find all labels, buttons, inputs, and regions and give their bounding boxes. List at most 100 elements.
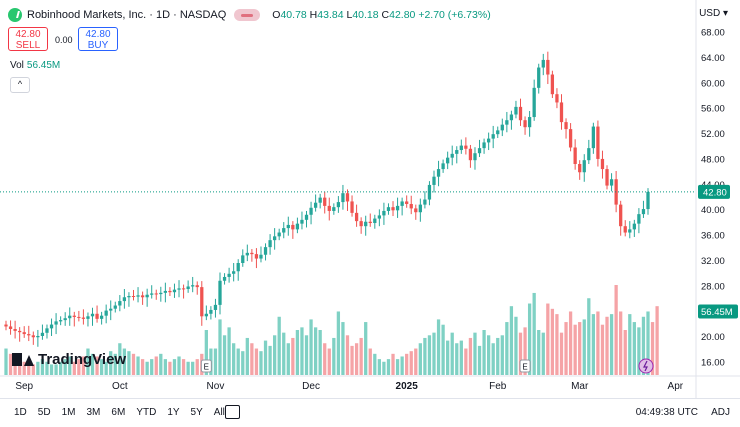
candle bbox=[282, 228, 286, 233]
tradingview-logo[interactable]: TradingView bbox=[12, 351, 126, 368]
collapse-legend-button[interactable]: ^ bbox=[10, 77, 30, 93]
volume-bar bbox=[77, 359, 81, 375]
calendar-icon[interactable] bbox=[225, 405, 240, 419]
close-label: C bbox=[381, 9, 390, 21]
volume-bar bbox=[245, 337, 249, 375]
volume-bar bbox=[491, 343, 495, 375]
candle bbox=[336, 202, 341, 208]
candle bbox=[127, 296, 131, 298]
clock-readout: 04:49:38 UTC bbox=[635, 407, 698, 418]
volume-bar bbox=[150, 359, 154, 375]
volume-bar bbox=[313, 327, 318, 375]
timeframe-all[interactable]: All bbox=[213, 407, 225, 418]
volume-bar bbox=[573, 324, 577, 375]
candle bbox=[291, 224, 295, 230]
volume-bar bbox=[364, 322, 368, 375]
volume-bar bbox=[300, 327, 304, 375]
candle bbox=[527, 117, 532, 128]
candle bbox=[436, 169, 441, 177]
candle bbox=[459, 145, 463, 151]
candle bbox=[395, 205, 400, 211]
volume-bar bbox=[587, 298, 591, 375]
timeframe-5d[interactable]: 5D bbox=[37, 407, 51, 418]
sell-button[interactable]: 42.80 SELL bbox=[8, 27, 48, 51]
volume-bar bbox=[446, 340, 450, 375]
candle bbox=[22, 332, 26, 335]
volume-bar bbox=[628, 314, 632, 375]
volume-bar bbox=[537, 330, 541, 375]
y-tick-label: 16.00 bbox=[701, 358, 725, 369]
adjust-button[interactable]: ADJ bbox=[711, 407, 730, 418]
volume-bar bbox=[436, 319, 441, 375]
timeframe-1y[interactable]: 1Y bbox=[167, 407, 180, 418]
candle bbox=[405, 201, 409, 204]
last-price-label: 42.80 bbox=[703, 187, 727, 198]
x-tick-label: Oct bbox=[112, 381, 128, 392]
candle bbox=[40, 332, 45, 336]
price-chart[interactable]: 16.0020.0024.0028.0032.0036.0040.0044.00… bbox=[0, 0, 740, 398]
candle bbox=[99, 315, 104, 319]
candle bbox=[332, 207, 336, 211]
visibility-toggle-icon[interactable] bbox=[234, 9, 261, 21]
candle bbox=[109, 308, 113, 311]
currency-label: USD bbox=[699, 8, 721, 19]
candle bbox=[450, 153, 454, 158]
candle bbox=[58, 320, 63, 322]
last-price-badge bbox=[698, 184, 730, 199]
volume-bar bbox=[637, 327, 641, 375]
volume-bar bbox=[104, 361, 108, 375]
candle bbox=[628, 229, 632, 233]
candle bbox=[550, 74, 555, 95]
candle bbox=[200, 287, 204, 317]
candle bbox=[414, 208, 418, 213]
volume-bar bbox=[391, 353, 395, 375]
timeframe-6m[interactable]: 6M bbox=[111, 407, 126, 418]
candle bbox=[309, 207, 313, 215]
volume-bar bbox=[455, 343, 459, 375]
candle bbox=[514, 106, 518, 115]
open-label: O bbox=[272, 9, 281, 21]
candle bbox=[272, 236, 277, 241]
timeframe-3m[interactable]: 3M bbox=[86, 407, 101, 418]
buy-button[interactable]: 42.80 BUY bbox=[78, 27, 118, 51]
candle bbox=[31, 335, 35, 338]
candle bbox=[637, 214, 641, 224]
candle bbox=[559, 102, 564, 123]
volume-bar bbox=[523, 327, 527, 375]
x-tick-label: Nov bbox=[207, 381, 225, 392]
volume-bar bbox=[514, 316, 518, 375]
candle bbox=[632, 223, 636, 230]
candle bbox=[295, 223, 300, 230]
volume-bar bbox=[632, 322, 636, 375]
volume-bar bbox=[58, 361, 63, 375]
volume-bar bbox=[263, 340, 268, 375]
volume-bar bbox=[154, 356, 158, 375]
timeframe-1m[interactable]: 1M bbox=[61, 407, 76, 418]
currency-selector[interactable]: USD ▾ bbox=[699, 8, 728, 19]
candle bbox=[254, 254, 259, 259]
x-tick-label: 2025 bbox=[396, 381, 419, 392]
candle bbox=[518, 106, 523, 121]
corporate-action-icon[interactable] bbox=[638, 358, 654, 374]
low-label: L bbox=[346, 9, 353, 21]
y-tick-label: 48.00 bbox=[701, 154, 725, 165]
candle bbox=[159, 292, 163, 295]
open-value: 40.78 bbox=[280, 9, 307, 21]
candle bbox=[491, 134, 495, 139]
candle bbox=[641, 209, 646, 215]
volume-bar bbox=[113, 353, 117, 375]
symbol-title[interactable]: Robinhood Markets, Inc. · 1D · NASDAQ bbox=[27, 9, 227, 21]
candle bbox=[86, 316, 90, 319]
timeframe-5y[interactable]: 5Y bbox=[190, 407, 203, 418]
earnings-marker[interactable] bbox=[200, 359, 212, 373]
candle bbox=[8, 326, 13, 329]
volume-bar bbox=[127, 351, 131, 375]
candle bbox=[90, 313, 95, 317]
volume-bar bbox=[377, 359, 382, 375]
volume-bar bbox=[68, 356, 72, 375]
earnings-marker[interactable] bbox=[519, 359, 531, 373]
timeframe-ytd[interactable]: YTD bbox=[136, 407, 157, 418]
timeframe-1d[interactable]: 1D bbox=[14, 407, 27, 418]
high-label: H bbox=[309, 9, 318, 21]
volume-bar bbox=[181, 359, 186, 375]
